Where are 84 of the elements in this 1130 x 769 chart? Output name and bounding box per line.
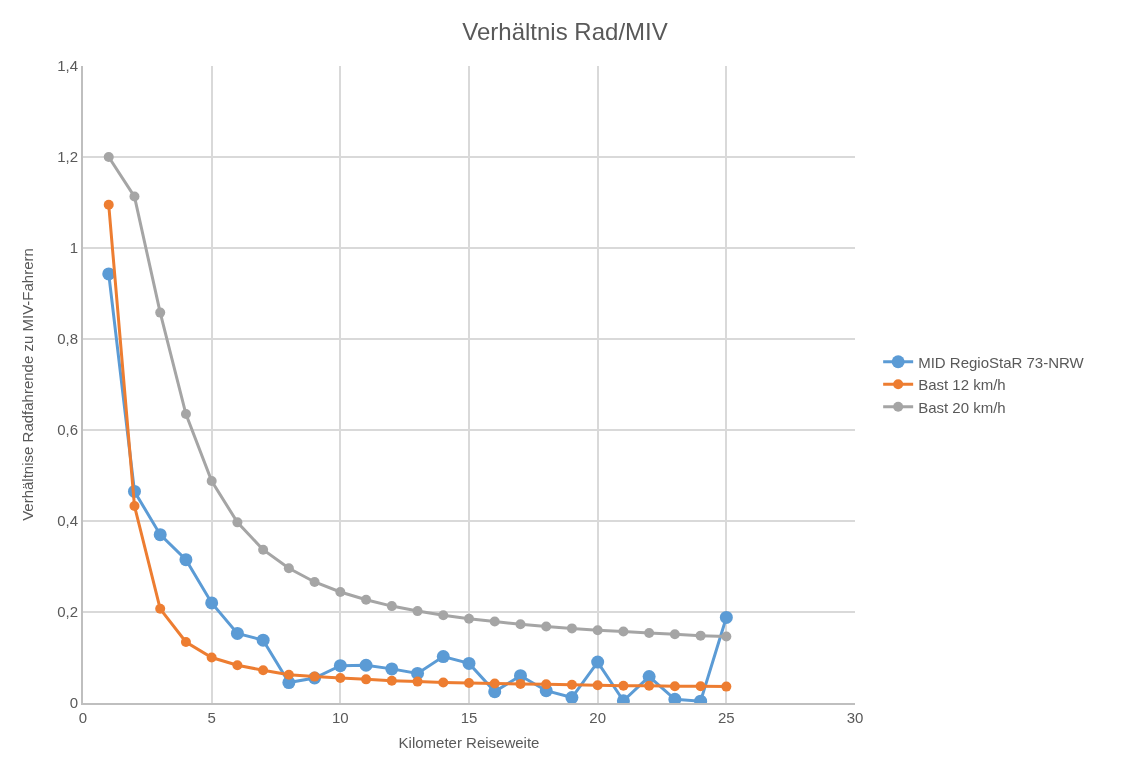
point	[541, 621, 552, 632]
point	[642, 670, 656, 684]
point	[129, 500, 140, 511]
point	[719, 610, 733, 624]
point	[232, 517, 243, 528]
point	[695, 681, 706, 692]
y-tick-label: 1,4	[57, 57, 78, 75]
point	[129, 191, 140, 202]
point	[438, 677, 449, 688]
point	[386, 601, 397, 612]
x-tick-label: 10	[331, 709, 349, 726]
point	[232, 660, 243, 671]
point	[155, 307, 166, 318]
point	[592, 625, 603, 636]
point	[515, 678, 526, 689]
point	[591, 655, 605, 669]
chart-title: Verhältnis Rad/MIV	[462, 17, 668, 45]
point	[721, 631, 732, 642]
point	[565, 691, 579, 703]
point	[180, 409, 191, 420]
point	[644, 680, 655, 691]
point	[385, 662, 399, 676]
y-tick-label: 0,8	[57, 330, 78, 348]
point	[644, 627, 655, 638]
point	[669, 629, 680, 640]
x-tick-label: 30	[846, 709, 864, 726]
point	[256, 633, 270, 647]
x-tick-label: 20	[589, 709, 607, 726]
point	[179, 553, 193, 567]
point	[489, 616, 500, 627]
point	[412, 606, 423, 617]
point	[438, 610, 449, 621]
y-tick-label: 0,6	[57, 421, 78, 439]
point	[668, 692, 682, 703]
point	[464, 613, 474, 624]
point	[206, 652, 217, 663]
point	[541, 679, 552, 690]
point	[230, 626, 244, 640]
y-tick-label: 1,2	[57, 148, 78, 166]
legend-label: Bast 20 km/h	[918, 398, 1006, 416]
x-tick-label: 5	[207, 709, 216, 726]
point	[361, 674, 372, 685]
point	[618, 680, 629, 691]
point	[283, 563, 294, 574]
point	[436, 650, 450, 664]
point	[103, 152, 114, 162]
point	[386, 675, 397, 686]
point	[333, 659, 347, 673]
point	[361, 594, 372, 605]
point	[258, 665, 269, 676]
point	[566, 623, 577, 634]
point	[462, 656, 476, 670]
point	[153, 528, 167, 542]
point	[155, 603, 166, 614]
x-tick-label: 15	[460, 709, 478, 726]
point	[335, 672, 346, 683]
point	[205, 596, 219, 610]
point	[669, 681, 680, 692]
point	[566, 679, 577, 690]
x-tick-label: 25	[717, 709, 735, 726]
point	[103, 199, 114, 210]
point	[695, 630, 706, 641]
point	[359, 658, 373, 672]
point	[412, 676, 423, 687]
x-axis-title: Kilometer Reiseweite	[398, 733, 540, 751]
point	[335, 586, 346, 597]
point	[258, 544, 269, 555]
point	[180, 637, 191, 648]
y-axis-title: Verhältnise Radfahrende zu MIV-Fahrern	[18, 248, 36, 521]
y-tick-label: 0,2	[57, 603, 78, 621]
point	[515, 619, 526, 630]
legend-label: Bast 12 km/h	[918, 376, 1006, 394]
point	[721, 681, 732, 692]
y-tick-label: 0,4	[57, 512, 78, 530]
point	[592, 680, 603, 691]
y-tick-label: 0	[69, 694, 78, 712]
point	[618, 626, 629, 637]
point	[464, 677, 474, 688]
point	[206, 475, 217, 486]
point	[489, 678, 500, 689]
point	[283, 669, 294, 680]
y-tick-label: 1	[69, 239, 78, 257]
point	[309, 576, 320, 587]
legend-label: MID RegioStaR 73-NRW	[918, 353, 1085, 371]
